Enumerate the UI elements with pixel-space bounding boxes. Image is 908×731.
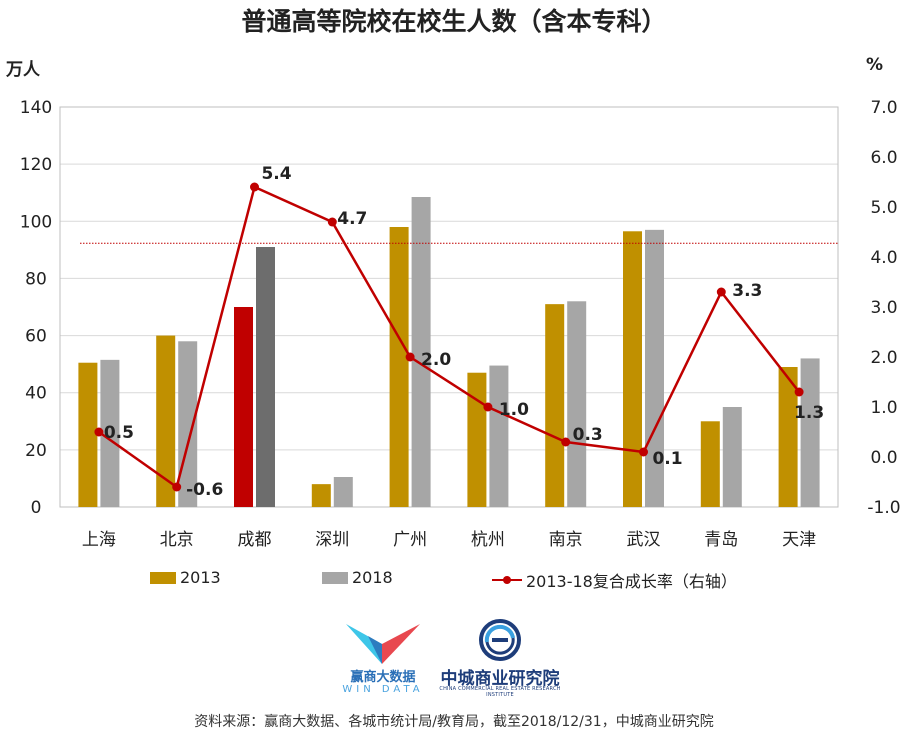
growth-rate-label: 5.4 [261, 164, 291, 184]
legend-label-2018: 2018 [352, 568, 393, 587]
right-tick-label: 4.0 [870, 248, 897, 268]
growth-rate-label: 3.3 [732, 281, 762, 301]
growth-rate-label: 1.0 [499, 400, 529, 420]
right-tick-label: -1.0 [867, 498, 900, 518]
growth-rate-point [561, 437, 571, 447]
legend-swatch-2018 [322, 571, 348, 584]
growth-rate-label: 1.3 [794, 403, 824, 423]
bar-2018-广州 [411, 197, 431, 507]
category-label: 成都 [238, 530, 272, 550]
bar-2013-广州 [389, 227, 409, 507]
left-tick-label: 80 [25, 269, 47, 289]
right-tick-label: 0.0 [870, 448, 897, 468]
left-tick-label: 140 [20, 98, 52, 118]
win-data-logo-text: 赢商大数据 [350, 670, 416, 685]
right-tick-label: 2.0 [870, 348, 897, 368]
win-data-logo-en: WIN DATA [342, 684, 424, 695]
zhongcheng-logo-icon [479, 619, 521, 661]
bar-2018-深圳 [333, 477, 353, 507]
bar-2013-武汉 [623, 231, 642, 508]
growth-rate-point [172, 482, 182, 492]
category-label: 青岛 [704, 530, 738, 550]
bar-2013-杭州 [467, 372, 487, 507]
growth-rate-label: 0.5 [104, 423, 134, 443]
growth-rate-label: 2.0 [421, 350, 451, 370]
bar-2018-青岛 [722, 407, 742, 507]
bar-2018-天津 [800, 358, 820, 507]
bar-2013-成都 [234, 307, 253, 507]
legend-item-rate: 2013-18复合成长率（右轴） [492, 568, 737, 592]
legend-line-marker-icon [492, 574, 522, 586]
category-label: 武汉 [627, 530, 661, 550]
legend-item-2013: 2013 [150, 568, 221, 587]
category-label: 广州 [393, 530, 427, 550]
bar-2018-南京 [567, 301, 587, 507]
growth-rate-point [327, 217, 337, 227]
bar-2013-青岛 [700, 421, 720, 507]
category-label: 北京 [160, 530, 194, 550]
growth-rate-label: 0.3 [573, 425, 603, 445]
left-tick-label: 20 [25, 441, 47, 461]
left-tick-label: 0 [31, 498, 42, 518]
bar-2018-上海 [100, 359, 120, 507]
growth-rate-line [98, 185, 801, 490]
legend-label-rate: 2013-18复合成长率（右轴） [526, 572, 737, 591]
category-label: 天津 [782, 530, 816, 550]
zhongcheng-logo-en: CHINA COMMERCIAL REAL ESTATE RESEARCH IN… [439, 686, 561, 698]
bar-2018-杭州 [489, 365, 509, 507]
bar-2013-天津 [778, 367, 798, 507]
growth-rate-point [94, 427, 104, 437]
zhongcheng-logo-text: 中城商业研究院 [440, 669, 560, 689]
growth-rate-label: 4.7 [337, 209, 367, 229]
category-label: 深圳 [315, 530, 349, 550]
growth-rate-point [794, 387, 804, 397]
left-tick-label: 40 [25, 384, 47, 404]
growth-rate-point [639, 447, 648, 457]
bar-2013-上海 [78, 362, 98, 507]
legend-swatch-2013 [150, 571, 176, 584]
growth-rate-point [483, 402, 493, 412]
growth-rate-label: 0.1 [652, 449, 682, 469]
right-tick-label: 6.0 [870, 148, 897, 168]
plot-frame [59, 106, 839, 508]
growth-rate-label: -0.6 [186, 480, 223, 500]
right-axis-unit: % [866, 55, 884, 75]
right-tick-label: 7.0 [870, 98, 897, 118]
right-tick-label: 5.0 [870, 198, 897, 218]
source-note: 资料来源：赢商大数据、各城市统计局/教育局，截至2018/12/31，中城商业研… [194, 714, 714, 730]
win-data-logo: 赢商大数据 WIN DATA [338, 618, 428, 698]
right-tick-label: 3.0 [870, 298, 897, 318]
chart-canvas: 0 20 40 60 80 100 120 140 -1.0 0.0 1.0 2.0 3.0 4.0 5.0… [20, 98, 901, 550]
left-axis-unit: 万人 [6, 60, 40, 80]
growth-rate-point [716, 287, 726, 297]
win-data-logo-icon [346, 624, 420, 664]
bar-2013-北京 [156, 335, 176, 507]
chart-title: 普通高等院校在校生人数（含本专科） [241, 7, 667, 36]
legend-label-2013: 2013 [180, 568, 221, 587]
category-label: 杭州 [471, 530, 505, 550]
growth-rate-point [405, 352, 415, 362]
category-label: 上海 [82, 530, 116, 550]
left-tick-label: 60 [25, 327, 47, 347]
bar-2013-南京 [545, 304, 565, 507]
category-label: 南京 [549, 530, 583, 550]
bar-2018-成都 [256, 247, 275, 507]
left-tick-label: 100 [20, 212, 52, 232]
zhongcheng-logo: 中城商业研究院 CHINA COMMERCIAL REAL ESTATE RES… [430, 618, 570, 698]
growth-rate-point [250, 182, 259, 192]
right-tick-label: 1.0 [870, 398, 897, 418]
left-tick-label: 120 [20, 155, 52, 175]
bar-2013-深圳 [311, 484, 331, 507]
legend-item-2018: 2018 [322, 568, 393, 587]
